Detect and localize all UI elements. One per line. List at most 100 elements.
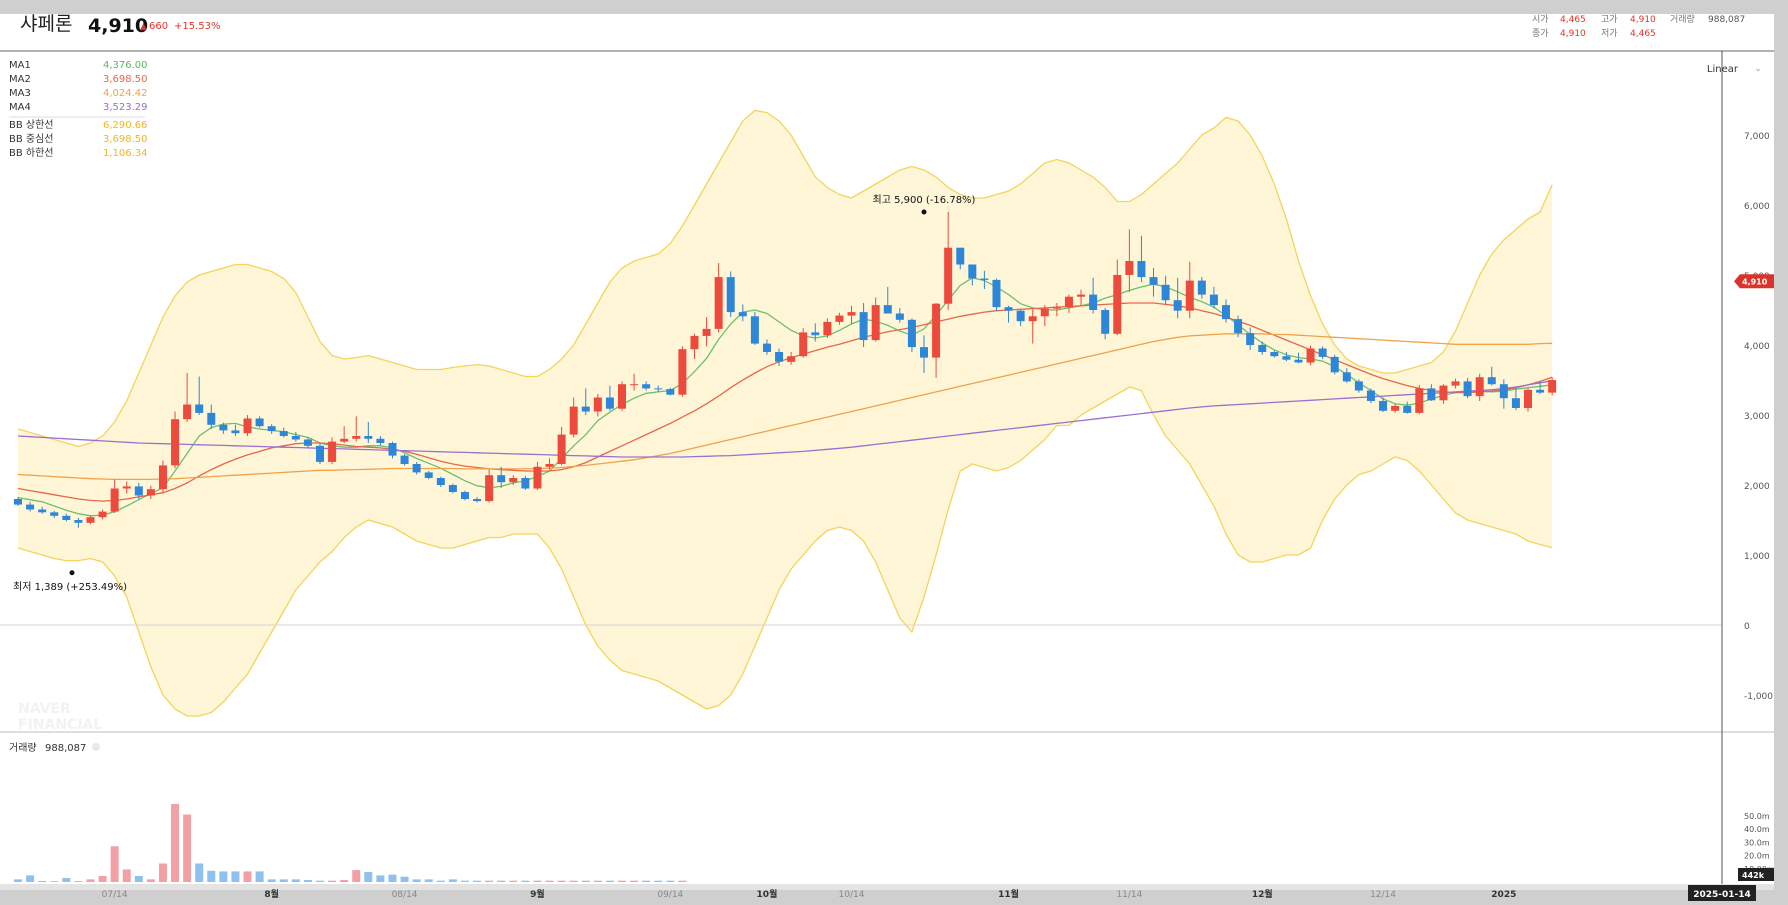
candle[interactable] bbox=[376, 436, 385, 446]
candle[interactable] bbox=[328, 437, 337, 464]
candle[interactable] bbox=[219, 422, 228, 434]
candle[interactable] bbox=[448, 483, 457, 494]
candle[interactable] bbox=[74, 517, 83, 528]
candle[interactable] bbox=[630, 373, 639, 391]
candle[interactable] bbox=[1113, 259, 1122, 336]
candle[interactable] bbox=[1052, 303, 1061, 317]
candle[interactable] bbox=[50, 510, 59, 518]
candle[interactable] bbox=[364, 422, 373, 443]
candle[interactable] bbox=[340, 426, 349, 443]
candle[interactable] bbox=[134, 482, 143, 499]
candle[interactable] bbox=[726, 271, 735, 318]
candle[interactable] bbox=[1354, 379, 1363, 393]
candle[interactable] bbox=[1270, 350, 1279, 358]
candle[interactable] bbox=[1173, 277, 1182, 319]
candle[interactable] bbox=[122, 481, 131, 494]
candle[interactable] bbox=[352, 416, 361, 442]
candle[interactable] bbox=[1294, 352, 1303, 364]
candle[interactable] bbox=[980, 270, 989, 289]
candle[interactable] bbox=[231, 424, 240, 436]
candle[interactable] bbox=[666, 387, 675, 396]
candle[interactable] bbox=[400, 454, 409, 466]
candle[interactable] bbox=[1536, 381, 1545, 394]
candle[interactable] bbox=[642, 381, 651, 391]
candle[interactable] bbox=[255, 416, 264, 428]
candle[interactable] bbox=[412, 461, 421, 475]
candle[interactable] bbox=[968, 264, 977, 286]
candle[interactable] bbox=[545, 458, 554, 470]
candle[interactable] bbox=[1391, 403, 1400, 413]
candle[interactable] bbox=[835, 312, 844, 325]
candle[interactable] bbox=[1222, 299, 1230, 323]
candle[interactable] bbox=[618, 381, 626, 411]
candle[interactable] bbox=[1366, 388, 1375, 404]
candle[interactable] bbox=[799, 328, 808, 358]
candle[interactable] bbox=[460, 490, 469, 501]
candle[interactable] bbox=[1475, 373, 1484, 401]
candle[interactable] bbox=[787, 352, 796, 365]
candle[interactable] bbox=[956, 247, 965, 270]
candle[interactable] bbox=[823, 318, 832, 338]
candle[interactable] bbox=[1499, 379, 1508, 409]
candle[interactable] bbox=[183, 373, 192, 422]
candle[interactable] bbox=[1403, 401, 1412, 414]
candle[interactable] bbox=[1125, 229, 1134, 292]
candle[interactable] bbox=[1415, 384, 1424, 415]
candle[interactable] bbox=[920, 335, 928, 373]
candle[interactable] bbox=[1064, 294, 1073, 313]
candle[interactable] bbox=[714, 263, 723, 333]
candle[interactable] bbox=[14, 496, 22, 506]
candle[interactable] bbox=[859, 303, 868, 348]
candle[interactable] bbox=[1246, 327, 1255, 350]
candle[interactable] bbox=[750, 312, 759, 345]
candle[interactable] bbox=[207, 404, 216, 430]
candle[interactable] bbox=[871, 297, 880, 342]
candle[interactable] bbox=[883, 286, 892, 314]
candle[interactable] bbox=[195, 376, 204, 416]
candle[interactable] bbox=[1548, 377, 1557, 396]
candle[interactable] bbox=[436, 476, 445, 488]
candle[interactable] bbox=[279, 427, 288, 438]
candle[interactable] bbox=[738, 304, 747, 322]
candle[interactable] bbox=[291, 431, 300, 442]
candle[interactable] bbox=[509, 475, 518, 485]
candle[interactable] bbox=[243, 415, 252, 436]
candle[interactable] bbox=[907, 318, 916, 352]
candle[interactable] bbox=[1330, 354, 1339, 375]
candle[interactable] bbox=[1306, 345, 1315, 366]
candle[interactable] bbox=[1077, 289, 1086, 306]
candle[interactable] bbox=[593, 394, 602, 417]
candle[interactable] bbox=[110, 479, 119, 513]
settings-icon[interactable] bbox=[92, 743, 100, 751]
candle[interactable] bbox=[944, 212, 953, 310]
candle[interactable] bbox=[557, 426, 566, 466]
candle[interactable] bbox=[678, 346, 687, 397]
candle[interactable] bbox=[992, 278, 1001, 312]
candle[interactable] bbox=[533, 461, 542, 490]
candle[interactable] bbox=[1234, 315, 1243, 338]
candle[interactable] bbox=[1427, 384, 1436, 401]
candle[interactable] bbox=[388, 441, 397, 459]
candle[interactable] bbox=[775, 348, 784, 367]
candle[interactable] bbox=[86, 515, 95, 525]
candle[interactable] bbox=[1185, 261, 1194, 319]
candle[interactable] bbox=[1342, 368, 1351, 383]
candle[interactable] bbox=[98, 509, 107, 520]
candle[interactable] bbox=[569, 397, 578, 438]
candle[interactable] bbox=[1028, 309, 1037, 344]
candle[interactable] bbox=[1451, 378, 1460, 389]
candle[interactable] bbox=[1137, 235, 1146, 282]
candle[interactable] bbox=[1149, 268, 1158, 297]
candle[interactable] bbox=[316, 443, 324, 464]
candle[interactable] bbox=[1487, 366, 1496, 386]
candle[interactable] bbox=[1511, 387, 1520, 411]
candle[interactable] bbox=[303, 437, 312, 449]
candle[interactable] bbox=[847, 305, 856, 324]
scale-mode-dropdown[interactable]: Linear ⌄ bbox=[1707, 64, 1762, 75]
candle[interactable] bbox=[473, 496, 482, 503]
candle[interactable] bbox=[424, 471, 433, 480]
candle[interactable] bbox=[1101, 307, 1110, 340]
candle[interactable] bbox=[1161, 275, 1170, 306]
candle[interactable] bbox=[895, 307, 904, 323]
candle[interactable] bbox=[654, 385, 663, 392]
